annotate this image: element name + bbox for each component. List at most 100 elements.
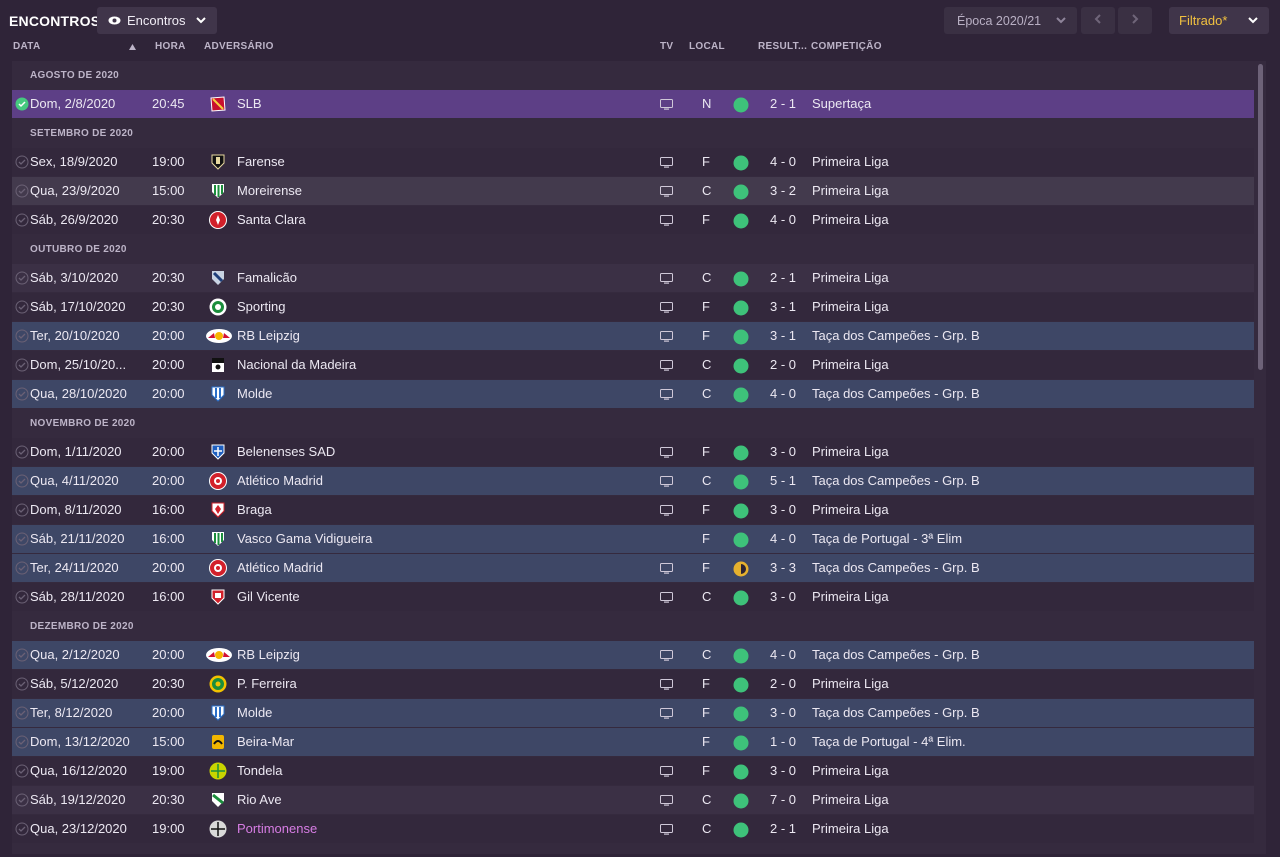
- opponent-name[interactable]: SLB: [237, 96, 262, 111]
- fixtures-list[interactable]: AGOSTO DE 2020 Dom, 2/8/2020 20:45 SLB N 2 - …: [12, 61, 1266, 854]
- atletico-crest-icon[interactable]: [208, 558, 228, 581]
- check-icon[interactable]: [15, 213, 29, 230]
- opponent-name[interactable]: Vasco Gama Vidigueira: [237, 531, 373, 546]
- match-score[interactable]: 2 - 1: [770, 96, 797, 111]
- check-icon[interactable]: [15, 677, 29, 694]
- fixture-row[interactable]: Ter, 20/10/2020 20:00 RB Leipzig F 3 - 1 Taça…: [12, 322, 1254, 350]
- opponent-name[interactable]: Moreirense: [237, 183, 303, 198]
- view-dropdown[interactable]: Encontros: [97, 7, 217, 34]
- fixture-row[interactable]: Qua, 23/9/2020 15:00 Moreirense C 3 - 2 Prime…: [12, 177, 1254, 205]
- fixture-row[interactable]: Qua, 4/11/2020 20:00 Atlético Madrid C 5 - 1…: [12, 467, 1254, 495]
- fixture-row[interactable]: Sáb, 3/10/2020 20:30 Famalicão C 2 - 1 Primei…: [12, 264, 1254, 292]
- competition-name[interactable]: Taça dos Campeões - Grp. B: [812, 386, 980, 401]
- competition-name[interactable]: Primeira Liga: [812, 183, 889, 198]
- opponent-name[interactable]: Beira-Mar: [237, 734, 295, 749]
- check-icon[interactable]: [15, 271, 29, 288]
- opponent-name[interactable]: Sporting: [237, 299, 286, 314]
- fixture-row[interactable]: Sáb, 21/11/2020 16:00 Vasco Gama Vidigueir…: [12, 525, 1254, 553]
- competition-name[interactable]: Primeira Liga: [812, 589, 889, 604]
- gil-vicente-crest-icon[interactable]: [208, 587, 228, 610]
- fixture-row[interactable]: Dom, 25/10/20... 20:00 Nacional da Madeira…: [12, 351, 1254, 379]
- match-score[interactable]: 4 - 0: [770, 212, 797, 227]
- column-header-adversario[interactable]: ADVERSÁRIO: [204, 41, 274, 52]
- opponent-name[interactable]: Braga: [237, 502, 272, 517]
- match-score[interactable]: 3 - 3: [770, 560, 797, 575]
- opponent-name[interactable]: P. Ferreira: [237, 676, 297, 691]
- filter-button[interactable]: Filtrado*: [1169, 7, 1269, 34]
- match-score[interactable]: 3 - 2: [770, 183, 797, 198]
- sort-ascending-icon[interactable]: [129, 42, 136, 53]
- opponent-name[interactable]: RB Leipzig: [237, 647, 300, 662]
- match-score[interactable]: 2 - 0: [770, 676, 797, 691]
- check-icon[interactable]: [15, 735, 29, 752]
- next-button[interactable]: [1118, 7, 1152, 34]
- match-score[interactable]: 4 - 0: [770, 154, 797, 169]
- check-icon[interactable]: [15, 561, 29, 578]
- opponent-name[interactable]: RB Leipzig: [237, 328, 300, 343]
- fixture-row[interactable]: Ter, 8/12/2020 20:00 Molde F 3 - 0 Taça dos C…: [12, 699, 1254, 727]
- fixture-row[interactable]: Sáb, 26/9/2020 20:30 Santa Clara F 4 - 0 Prim…: [12, 206, 1254, 234]
- match-score[interactable]: 2 - 1: [770, 270, 797, 285]
- match-score[interactable]: 1 - 0: [770, 734, 797, 749]
- opponent-name[interactable]: Atlético Madrid: [237, 473, 323, 488]
- slb-crest-icon[interactable]: [208, 94, 228, 117]
- previous-button[interactable]: [1081, 7, 1115, 34]
- fixture-row[interactable]: Sáb, 19/12/2020 20:30 Rio Ave C 7 - 0 Primeir…: [12, 786, 1254, 814]
- fixture-row[interactable]: Sáb, 17/10/2020 20:30 Sporting F 3 - 1 Primei…: [12, 293, 1254, 321]
- selected-check-icon[interactable]: [15, 97, 29, 114]
- check-icon[interactable]: [15, 764, 29, 781]
- sporting-crest-icon[interactable]: [208, 297, 228, 320]
- competition-name[interactable]: Supertaça: [812, 96, 872, 111]
- opponent-name[interactable]: Nacional da Madeira: [237, 357, 357, 372]
- opponent-name[interactable]: Molde: [237, 705, 273, 720]
- famalicao-crest-icon[interactable]: [208, 268, 228, 291]
- fixture-row[interactable]: Ter, 24/11/2020 20:00 Atlético Madrid F 3 - …: [12, 554, 1254, 582]
- match-score[interactable]: 3 - 0: [770, 502, 797, 517]
- opponent-name[interactable]: Tondela: [237, 763, 283, 778]
- match-score[interactable]: 4 - 0: [770, 386, 797, 401]
- competition-name[interactable]: Taça dos Campeões - Grp. B: [812, 328, 980, 343]
- opponent-name[interactable]: Atlético Madrid: [237, 560, 323, 575]
- competition-name[interactable]: Primeira Liga: [812, 502, 889, 517]
- check-icon[interactable]: [15, 532, 29, 549]
- opponent-name[interactable]: Santa Clara: [237, 212, 306, 227]
- competition-name[interactable]: Primeira Liga: [812, 676, 889, 691]
- competition-name[interactable]: Primeira Liga: [812, 444, 889, 459]
- column-header-local[interactable]: LOCAL: [689, 41, 725, 52]
- fixture-row[interactable]: Sáb, 28/11/2020 16:00 Gil Vicente C 3 - 0 Pri…: [12, 583, 1254, 611]
- opponent-name[interactable]: Belenenses SAD: [237, 444, 336, 459]
- match-score[interactable]: 3 - 0: [770, 444, 797, 459]
- match-score[interactable]: 2 - 1: [770, 821, 797, 836]
- match-score[interactable]: 3 - 1: [770, 299, 797, 314]
- opponent-name[interactable]: Gil Vicente: [237, 589, 300, 604]
- match-score[interactable]: 5 - 1: [770, 473, 797, 488]
- competition-name[interactable]: Taça dos Campeões - Grp. B: [812, 560, 980, 575]
- opponent-name[interactable]: Portimonense: [237, 821, 318, 836]
- fixture-row[interactable]: Sáb, 5/12/2020 20:30 P. Ferreira F 2 - 0 Prim…: [12, 670, 1254, 698]
- competition-name[interactable]: Taça de Portugal - 3ª Elim: [812, 531, 963, 546]
- atletico-crest-icon[interactable]: [208, 471, 228, 494]
- scrollbar-thumb[interactable]: [1258, 64, 1263, 370]
- moreirense-crest-icon[interactable]: [208, 181, 228, 204]
- check-icon[interactable]: [15, 300, 29, 317]
- check-icon[interactable]: [15, 648, 29, 665]
- match-score[interactable]: 3 - 0: [770, 589, 797, 604]
- fixture-row[interactable]: Dom, 13/12/2020 15:00 Beira-Mar F 1 - 0 Taça …: [12, 728, 1254, 756]
- check-icon[interactable]: [15, 155, 29, 172]
- molde-crest-icon[interactable]: [208, 703, 228, 726]
- check-icon[interactable]: [15, 445, 29, 462]
- column-header-competicao[interactable]: COMPETIÇÃO: [811, 41, 882, 52]
- tondela-crest-icon[interactable]: [208, 761, 228, 784]
- check-icon[interactable]: [15, 822, 29, 839]
- fixture-row[interactable]: Dom, 8/11/2020 16:00 Braga F 3 - 0 Primeira L…: [12, 496, 1254, 524]
- match-score[interactable]: 3 - 1: [770, 328, 797, 343]
- molde-crest-icon[interactable]: [208, 384, 228, 407]
- competition-name[interactable]: Primeira Liga: [812, 763, 889, 778]
- rb-leipzig-crest-icon[interactable]: [205, 645, 233, 668]
- competition-name[interactable]: Primeira Liga: [812, 270, 889, 285]
- match-score[interactable]: 4 - 0: [770, 647, 797, 662]
- check-icon[interactable]: [15, 706, 29, 723]
- check-icon[interactable]: [15, 329, 29, 346]
- match-score[interactable]: 4 - 0: [770, 531, 797, 546]
- opponent-name[interactable]: Rio Ave: [237, 792, 282, 807]
